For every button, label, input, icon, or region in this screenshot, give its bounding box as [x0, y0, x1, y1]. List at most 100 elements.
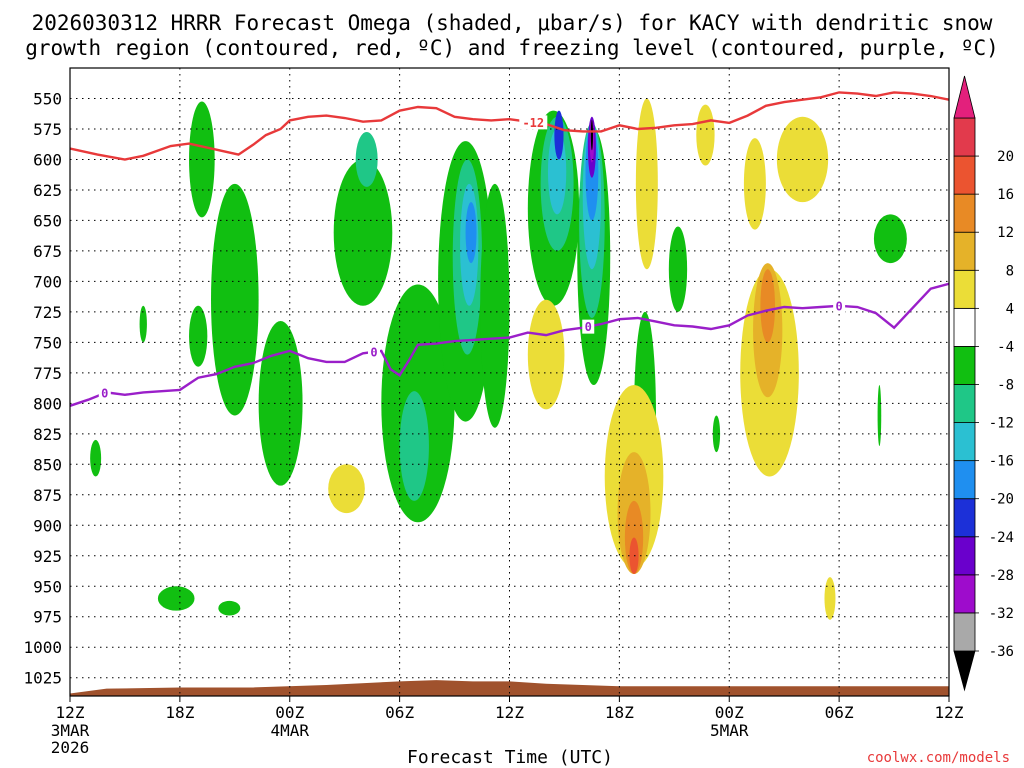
- colorbar-label-0: -36: [989, 644, 1014, 660]
- omega-feature-7: [139, 305, 147, 343]
- y-tick-label-600: 600: [33, 150, 62, 169]
- omega-feature-33: [328, 464, 365, 514]
- y-tick-label-875: 875: [33, 486, 62, 505]
- y-tick-label-550: 550: [33, 89, 62, 108]
- omega-feature-40: [696, 104, 715, 166]
- colorbar-swatch-15: [953, 75, 976, 119]
- y-tick-label-675: 675: [33, 242, 62, 261]
- freezing-contour-label-0: 0: [101, 387, 108, 401]
- colorbar-swatch-9: [953, 307, 976, 347]
- y-tick-label-925: 925: [33, 547, 62, 566]
- omega-feature-1: [211, 183, 259, 416]
- contour-lines: [70, 91, 949, 407]
- freezing-contour-label-2-bg: [582, 319, 595, 334]
- omega-feature-8: [333, 159, 393, 306]
- x-year-label-0: 2026: [51, 738, 90, 757]
- colorbar-label-1: -32: [989, 606, 1014, 622]
- omega-feature-32: [877, 385, 882, 447]
- freezing-contour-label-1: 0: [370, 345, 377, 359]
- colorbar-swatch-10: [953, 269, 976, 309]
- dgz-contour-label-bg: [519, 115, 548, 130]
- colorbar-label-8: -4: [997, 339, 1014, 355]
- x-tick-label-7: 06Z: [825, 703, 854, 722]
- colorbar-swatch-2: [953, 574, 976, 614]
- colorbar-label-4: -20: [989, 492, 1014, 508]
- y-tick-label-825: 825: [33, 425, 62, 444]
- omega-feature-4: [90, 439, 102, 477]
- freezing-contour-label-2: 0: [585, 320, 592, 334]
- freezing-contour-label-0-bg: [98, 386, 111, 401]
- colorbar-swatch-5: [953, 460, 976, 500]
- colorbar-swatch-4: [953, 498, 976, 538]
- y-tick-label-700: 700: [33, 272, 62, 291]
- x-date-label-2: 4MAR: [270, 721, 309, 740]
- colorbar-label-11: 12: [997, 225, 1014, 241]
- y-tick-label-575: 575: [33, 120, 62, 139]
- omega-feature-35: [635, 98, 658, 270]
- contour-labels: -12 0 0 0 0: [98, 115, 846, 401]
- x-tick-label-3: 06Z: [385, 703, 414, 722]
- omega-feature-41: [743, 138, 766, 230]
- omega-feature-30: [712, 415, 721, 453]
- omega-feature-0: [189, 101, 215, 218]
- y-tick-label-900: 900: [33, 516, 62, 535]
- colorbar-swatch-11: [953, 231, 976, 271]
- dgz-contour-label: -12: [522, 116, 544, 130]
- omega-feature-45: [760, 269, 776, 343]
- x-tick-label-8: 12Z: [935, 703, 964, 722]
- y-tick-label-650: 650: [33, 211, 62, 230]
- y-tick-label-1025: 1025: [23, 669, 62, 688]
- y-tick-label-800: 800: [33, 394, 62, 413]
- omega-feature-27: [590, 119, 594, 151]
- colorbar-label-9: 4: [1006, 301, 1014, 317]
- freezing-contour-label-3-bg: [833, 298, 846, 313]
- colorbar-label-10: 8: [1006, 263, 1014, 279]
- colorbar-swatch-3: [953, 536, 976, 576]
- x-tick-label-0: 12Z: [56, 703, 85, 722]
- omega-feature-46: [824, 577, 836, 620]
- y-axis: 550 575 600 625 650 675 700 725 750 775 800 825 850 8…: [23, 89, 62, 687]
- colorbar-label-6: -12: [989, 416, 1014, 432]
- x-tick-label-1: 18Z: [165, 703, 194, 722]
- colorbar-swatch-6: [953, 422, 976, 462]
- colorbar-label-7: -8: [997, 378, 1014, 394]
- y-tick-label-1000: 1000: [23, 638, 62, 657]
- omega-feature-5: [157, 586, 195, 611]
- y-tick-label-850: 850: [33, 455, 62, 474]
- colorbar-swatch-14: [953, 117, 976, 157]
- freezing-level-line: [70, 282, 949, 407]
- y-tick-label-975: 975: [33, 608, 62, 627]
- colorbar-swatch-12: [953, 193, 976, 233]
- chart-title-line-2: growth region (contoured, red, ºC) and f…: [25, 36, 999, 60]
- chart-title-line-1: 2026030312 HRRR Forecast Omega (shaded, …: [32, 11, 993, 35]
- colorbar-label-13: 20: [997, 149, 1014, 165]
- colorbar-swatch-0: [953, 650, 976, 692]
- colorbar-label-3: -24: [989, 530, 1014, 546]
- omega-shaded-field: [90, 98, 907, 620]
- omega-feature-20: [554, 110, 564, 160]
- x-tick-label-6: 00Z: [715, 703, 744, 722]
- colorbar: -36 -32 -28 -24 -20 -16 -12 -8 -4 4 8 12 16 20: [953, 75, 1014, 692]
- x-tick-label-5: 18Z: [605, 703, 634, 722]
- omega-feature-31: [873, 214, 907, 264]
- dgz-contour-line: [70, 91, 949, 161]
- omega-feature-3: [189, 305, 208, 367]
- omega-feature-15: [465, 202, 477, 264]
- y-tick-label-725: 725: [33, 303, 62, 322]
- y-tick-label-750: 750: [33, 333, 62, 352]
- x-tick-label-4: 12Z: [495, 703, 524, 722]
- freezing-contour-label-1-bg: [367, 344, 380, 359]
- omega-feature-16: [480, 183, 510, 428]
- x-date-label-0: 3MAR: [51, 721, 90, 740]
- colorbar-swatch-13: [953, 155, 976, 195]
- omega-feature-34: [527, 299, 565, 410]
- y-tick-label-625: 625: [33, 181, 62, 200]
- omega-feature-11: [399, 391, 429, 501]
- colorbar-swatch-1: [953, 612, 976, 652]
- colorbar-swatch-7: [953, 384, 976, 423]
- omega-feature-6: [218, 600, 241, 616]
- x-axis-title: Forecast Time (UTC): [407, 747, 613, 768]
- colorbar-swatch-8: [953, 346, 976, 385]
